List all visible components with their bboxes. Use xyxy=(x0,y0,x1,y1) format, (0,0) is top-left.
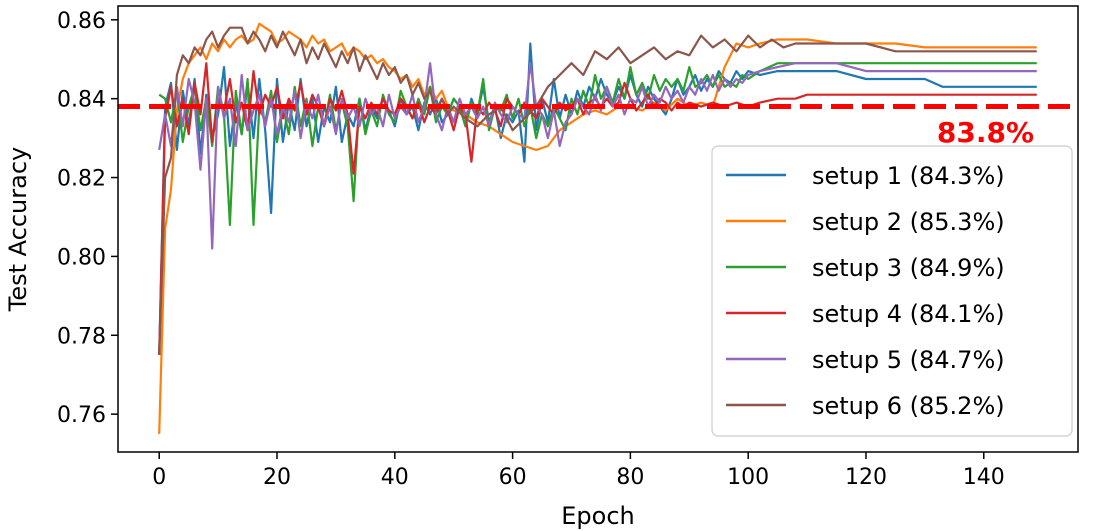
y-tick-label: 0.86 xyxy=(57,9,106,34)
legend: setup 1 (84.3%) setup 2 (85.3%) setup 3 (8… xyxy=(711,145,1073,437)
legend-box xyxy=(711,145,1073,437)
y-tick-label: 0.82 xyxy=(57,167,106,192)
x-tick-label: 120 xyxy=(845,465,887,490)
legend-label-3: setup 3 (84.9%) xyxy=(812,254,1005,282)
x-tick-label: 140 xyxy=(963,465,1005,490)
x-tick-label: 0 xyxy=(152,465,166,490)
x-tick-label: 80 xyxy=(616,465,644,490)
series-line-5 xyxy=(158,62,1037,250)
x-tick-label: 100 xyxy=(727,465,769,490)
plot-frame xyxy=(117,5,1079,453)
x-tick-label: 20 xyxy=(263,465,291,490)
legend-label-5: setup 5 (84.7%) xyxy=(812,346,1005,374)
legend-label-2: setup 2 (85.3%) xyxy=(812,208,1005,236)
x-tick-label: 60 xyxy=(499,465,527,490)
x-axis-ticks: 0 20 40 60 80 100 120 140 xyxy=(152,452,1005,490)
y-tick-label: 0.76 xyxy=(57,403,106,428)
legend-label-4: setup 4 (84.1%) xyxy=(812,300,1005,328)
y-axis-ticks: 0.76 0.78 0.80 0.82 0.84 0.86 xyxy=(57,9,118,428)
reference-line-label: 83.8% xyxy=(937,116,1034,149)
x-tick-label: 40 xyxy=(381,465,409,490)
legend-label-6: setup 6 (85.2%) xyxy=(812,392,1005,420)
y-tick-label: 0.80 xyxy=(57,245,106,270)
legend-label-1: setup 1 (84.3%) xyxy=(812,162,1005,190)
y-tick-label: 0.84 xyxy=(57,88,106,113)
series-layer xyxy=(158,22,1037,434)
y-tick-label: 0.78 xyxy=(57,324,106,349)
series-line-6 xyxy=(158,26,1037,356)
y-axis-label: Test Accuracy xyxy=(4,147,32,312)
x-axis-label: Epoch xyxy=(561,502,635,530)
